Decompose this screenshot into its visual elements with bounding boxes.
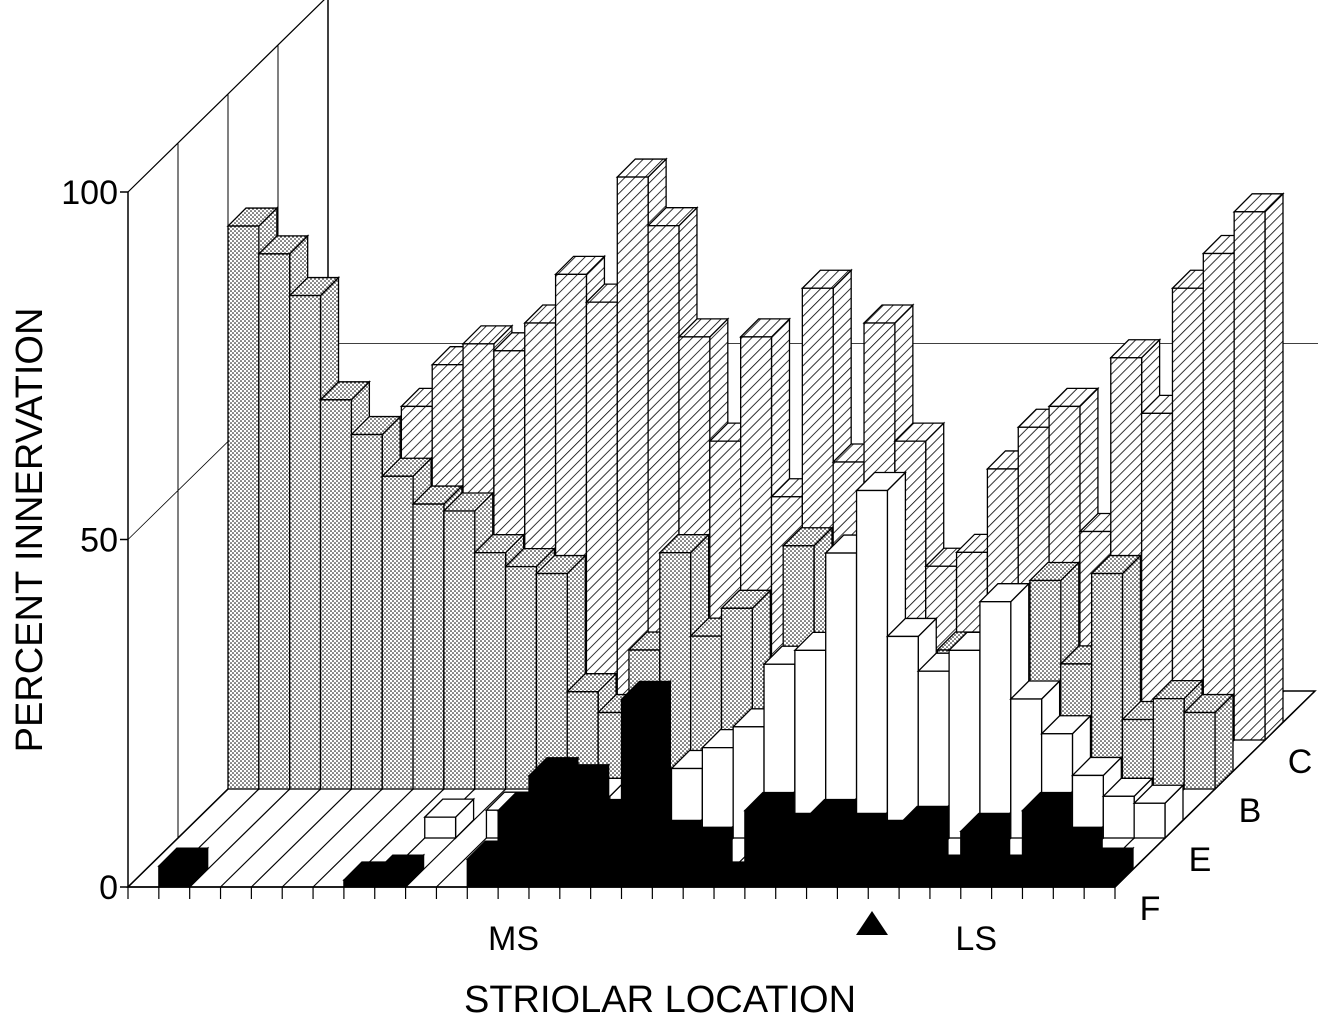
bar-front — [979, 601, 1012, 839]
bar — [157, 846, 210, 889]
y-axis-title: PERCENT INNERVATION — [9, 308, 51, 753]
bar-front — [1202, 252, 1235, 741]
bar-front — [227, 225, 260, 790]
bar-front — [825, 552, 858, 839]
bar-front — [424, 816, 457, 839]
series-label: F — [1140, 890, 1161, 928]
bar-front — [805, 816, 839, 888]
striolar-marker — [856, 911, 888, 935]
x-tick-label: LS — [955, 920, 997, 958]
bar-front — [381, 475, 414, 790]
bar-front — [1183, 711, 1216, 790]
bar-front — [651, 837, 684, 888]
series-label: C — [1288, 743, 1313, 781]
grid-line — [127, 0, 325, 193]
y-tick-label: 0 — [99, 869, 118, 907]
bar-front — [620, 698, 653, 888]
bar-front — [497, 809, 530, 888]
bar-front — [504, 565, 538, 790]
bar-front — [528, 775, 561, 888]
bar-front — [374, 872, 407, 888]
bar-front — [535, 572, 568, 790]
bar-front — [1102, 795, 1135, 839]
y-tick-label: 100 — [61, 174, 118, 212]
bar-front — [948, 649, 981, 839]
bar-side — [1264, 192, 1284, 742]
series-label: B — [1239, 792, 1262, 830]
bar-front — [590, 816, 623, 888]
bar — [1232, 192, 1285, 742]
bar-front — [466, 858, 499, 888]
x-axis-title: STRIOLAR LOCATION — [464, 979, 856, 1018]
bar-front — [1090, 572, 1124, 790]
bar-front — [1021, 809, 1054, 888]
bar-front — [775, 830, 808, 888]
bar-front — [1052, 844, 1085, 888]
bar-front — [929, 872, 962, 888]
bar — [373, 853, 426, 889]
bar-front — [855, 489, 889, 839]
bar-front — [701, 747, 734, 839]
bar-front — [343, 879, 376, 888]
bar-front — [960, 830, 993, 888]
bar — [681, 825, 734, 889]
bar-front — [682, 844, 715, 888]
bar-front — [898, 823, 931, 888]
bar-front — [559, 782, 592, 888]
bar-front — [990, 872, 1024, 888]
bar-front — [867, 837, 900, 888]
bar-front — [713, 879, 746, 888]
bar-front — [1083, 865, 1116, 888]
series-label: E — [1189, 841, 1212, 879]
bar — [1182, 692, 1235, 791]
bar-front — [289, 294, 322, 790]
x-tick-label: MS — [488, 920, 539, 958]
bar-front — [585, 301, 618, 741]
bar-front — [350, 433, 383, 790]
bar-front — [1233, 211, 1266, 741]
bar-front — [836, 830, 869, 888]
y-tick-label: 50 — [80, 522, 118, 560]
bar — [423, 797, 476, 840]
bar-front — [744, 809, 777, 888]
bar-front — [1171, 287, 1204, 741]
bar-front — [412, 503, 445, 790]
bar-front — [158, 865, 191, 888]
bars — [157, 157, 1285, 889]
bar — [1082, 846, 1135, 889]
bar-front — [886, 635, 919, 839]
bar-front — [258, 253, 291, 790]
bar-front — [443, 510, 476, 790]
bar-front — [319, 399, 353, 790]
bar — [1132, 783, 1185, 840]
bar-front — [1133, 802, 1166, 839]
bar-front — [1152, 698, 1185, 790]
bar-front — [474, 552, 507, 790]
